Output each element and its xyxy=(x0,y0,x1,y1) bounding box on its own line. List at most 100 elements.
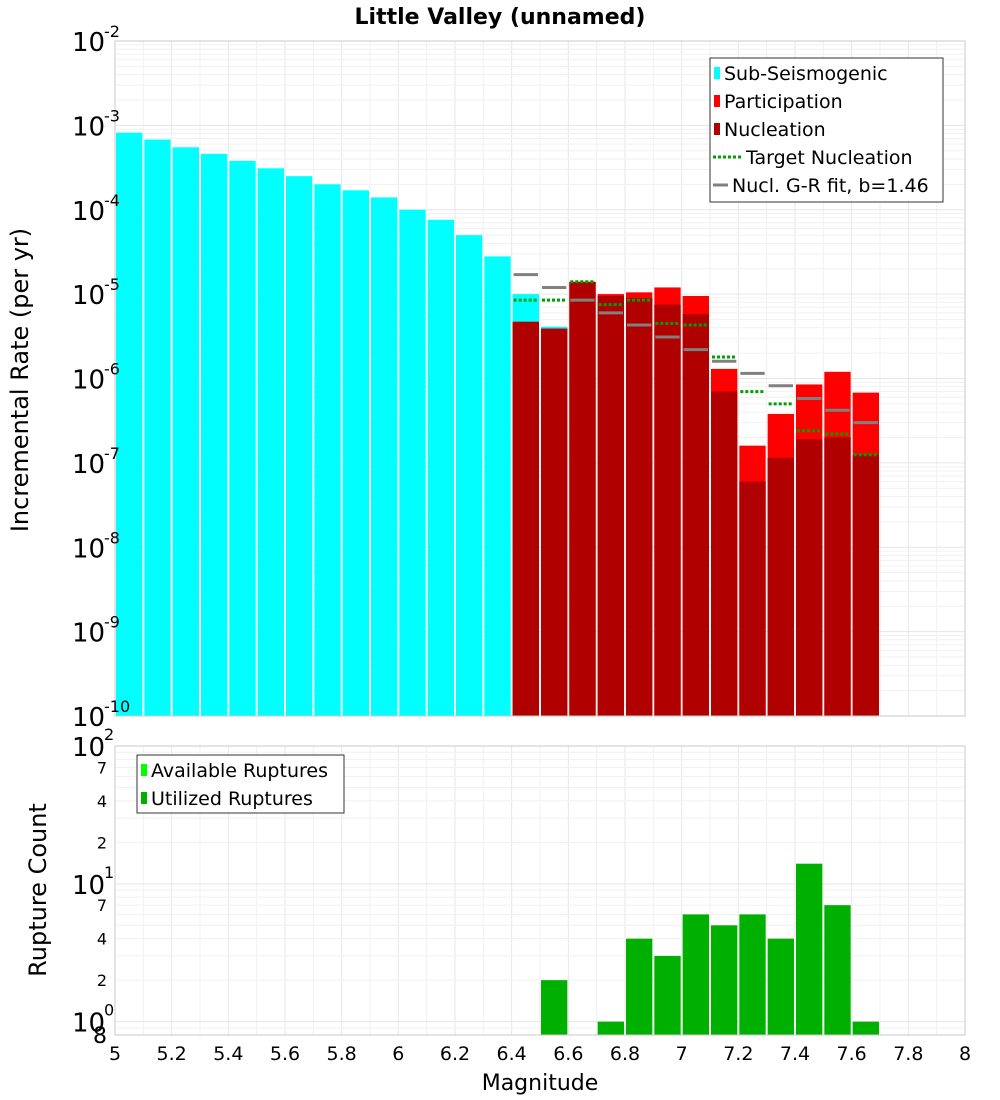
bottom-y-decade-base: 10 xyxy=(72,871,105,901)
x-tick-label: 6.6 xyxy=(553,1043,583,1065)
sub-seismogenic-bar xyxy=(257,168,284,716)
sub-seismogenic-bar xyxy=(116,132,143,716)
x-tick-labels: 5 5.2 5.4 5.6 5.8 6 6.2 6.4 6.6 6.8 7 7.2 7.4 7.6 7.8 8 xyxy=(109,1043,971,1065)
bottom-plot-frame xyxy=(114,745,966,1036)
bottom-y-tick-label: 2 xyxy=(97,833,107,852)
bottom-y-decade-exponent: 1 xyxy=(104,863,114,882)
utilized-ruptures-bar xyxy=(711,925,738,1035)
nucleation-bar xyxy=(824,437,851,716)
nucleation-bar xyxy=(569,281,596,716)
bottom-plot-grid xyxy=(114,745,966,1036)
nucleation-bar xyxy=(852,454,879,716)
top-y-tick-exponent: -10 xyxy=(104,697,130,716)
x-tick-label: 6.2 xyxy=(440,1043,470,1065)
top-y-tick-exponent: -8 xyxy=(104,528,120,547)
top-plot-lines xyxy=(513,273,878,457)
nucleation-bar xyxy=(654,304,681,716)
sub-seismogenic-bar xyxy=(229,160,256,717)
sub-seismogenic-bar xyxy=(286,176,313,716)
nucleation-bar xyxy=(711,391,738,716)
sub-seismogenic-bar xyxy=(484,256,511,716)
legend-swatch-sub-seismogenic xyxy=(714,67,720,79)
legend-swatch-nucleation xyxy=(714,123,720,135)
top-y-tick-base: 10 xyxy=(72,450,105,480)
top-legend-box xyxy=(709,57,944,203)
top-y-tick-base: 10 xyxy=(72,28,105,58)
bottom-y-decade-exponent: 2 xyxy=(104,725,114,744)
legend-label-gr-fit: Nucl. G-R fit, b=1.46 xyxy=(732,175,929,197)
top-y-tick-base: 10 xyxy=(72,703,105,733)
top-plot-frame xyxy=(114,40,966,717)
top-y-tick-exponent: -4 xyxy=(104,191,120,210)
utilized-ruptures-bar xyxy=(767,938,794,1035)
utilized-ruptures-bar xyxy=(597,1021,624,1035)
nucleation-bar xyxy=(541,328,568,716)
sub-seismogenic-bar xyxy=(427,219,454,717)
bottom-legend-box xyxy=(136,754,345,814)
top-y-tick-exponent: -2 xyxy=(104,22,120,41)
top-plot-bars xyxy=(116,132,879,717)
x-tick-label: 6 xyxy=(392,1043,404,1065)
top-y-tick-exponent: -6 xyxy=(104,360,120,379)
legend-swatch-participation xyxy=(714,95,720,107)
chart-title: Little Valley (unnamed) xyxy=(355,5,646,30)
nucleation-bar xyxy=(512,321,539,716)
bottom-plot-bars xyxy=(541,863,879,1035)
legend-label-participation: Participation xyxy=(724,91,843,113)
x-tick-label: 7.4 xyxy=(780,1043,810,1065)
x-tick-label: 5.6 xyxy=(270,1043,300,1065)
x-tick-label: 6.8 xyxy=(610,1043,640,1065)
bottom-y-tick-label: 4 xyxy=(97,930,107,949)
utilized-ruptures-bar xyxy=(626,938,653,1035)
x-tick-label: 8 xyxy=(959,1043,971,1065)
legend-swatch-available-ruptures xyxy=(141,764,147,776)
sub-seismogenic-bar xyxy=(172,147,199,717)
bottom-y-decade-base: 10 xyxy=(72,1009,105,1039)
bottom-legend: Available Ruptures Utilized Ruptures xyxy=(136,754,345,814)
x-tick-label: 5.2 xyxy=(157,1043,187,1065)
utilized-ruptures-bar xyxy=(541,980,568,1035)
sub-seismogenic-bar xyxy=(371,197,398,717)
sub-seismogenic-bar xyxy=(342,190,369,716)
legend-label-nucleation: Nucleation xyxy=(724,119,826,141)
sub-seismogenic-bar xyxy=(399,209,426,716)
utilized-ruptures-bar xyxy=(682,914,709,1035)
bottom-y-decade-exponent: 0 xyxy=(104,1001,114,1020)
sub-seismogenic-bar xyxy=(201,153,228,716)
top-legend: Sub-Seismogenic Participation Nucleation… xyxy=(709,57,944,203)
top-y-tick-base: 10 xyxy=(72,534,105,564)
bottom-y-tick-label-min: 8 xyxy=(93,1024,107,1049)
x-tick-label: 5.4 xyxy=(213,1043,243,1065)
legend-label-available-ruptures: Available Ruptures xyxy=(151,760,328,782)
utilized-ruptures-bar xyxy=(654,955,681,1035)
nucleation-bar xyxy=(767,457,794,716)
x-tick-label: 7.8 xyxy=(893,1043,923,1065)
bottom-y-tick-label: 2 xyxy=(97,971,107,990)
utilized-ruptures-bar xyxy=(824,905,851,1035)
sub-seismogenic-bar xyxy=(144,139,171,716)
top-y-tick-exponent: -3 xyxy=(104,106,120,125)
top-y-tick-base: 10 xyxy=(72,366,105,396)
nucleation-bar xyxy=(597,296,624,716)
legend-label-utilized-ruptures: Utilized Ruptures xyxy=(151,788,313,810)
x-tick-label: 7.6 xyxy=(837,1043,867,1065)
bottom-y-decade-base: 10 xyxy=(72,733,105,763)
top-y-tick-base: 10 xyxy=(72,619,105,649)
top-y-tick-exponent: -9 xyxy=(104,613,120,632)
x-axis-label: Magnitude xyxy=(482,1071,599,1096)
top-y-axis-label: Incremental Rate (per yr) xyxy=(6,228,34,532)
legend-label-sub-seismogenic: Sub-Seismogenic xyxy=(724,63,888,85)
sub-seismogenic-bar xyxy=(456,235,483,716)
nucleation-bar xyxy=(682,314,709,716)
legend-label-target-nucleation: Target Nucleation xyxy=(745,147,913,169)
bottom-y-axis-label: Rupture Count xyxy=(24,803,52,977)
x-tick-label: 5 xyxy=(109,1043,121,1065)
utilized-ruptures-bar xyxy=(796,863,823,1035)
top-y-tick-base: 10 xyxy=(72,197,105,227)
top-y-tick-base: 10 xyxy=(72,112,105,142)
x-tick-label: 7.2 xyxy=(723,1043,753,1065)
x-tick-label: 5.8 xyxy=(327,1043,357,1065)
top-y-tick-exponent: -7 xyxy=(104,444,120,463)
